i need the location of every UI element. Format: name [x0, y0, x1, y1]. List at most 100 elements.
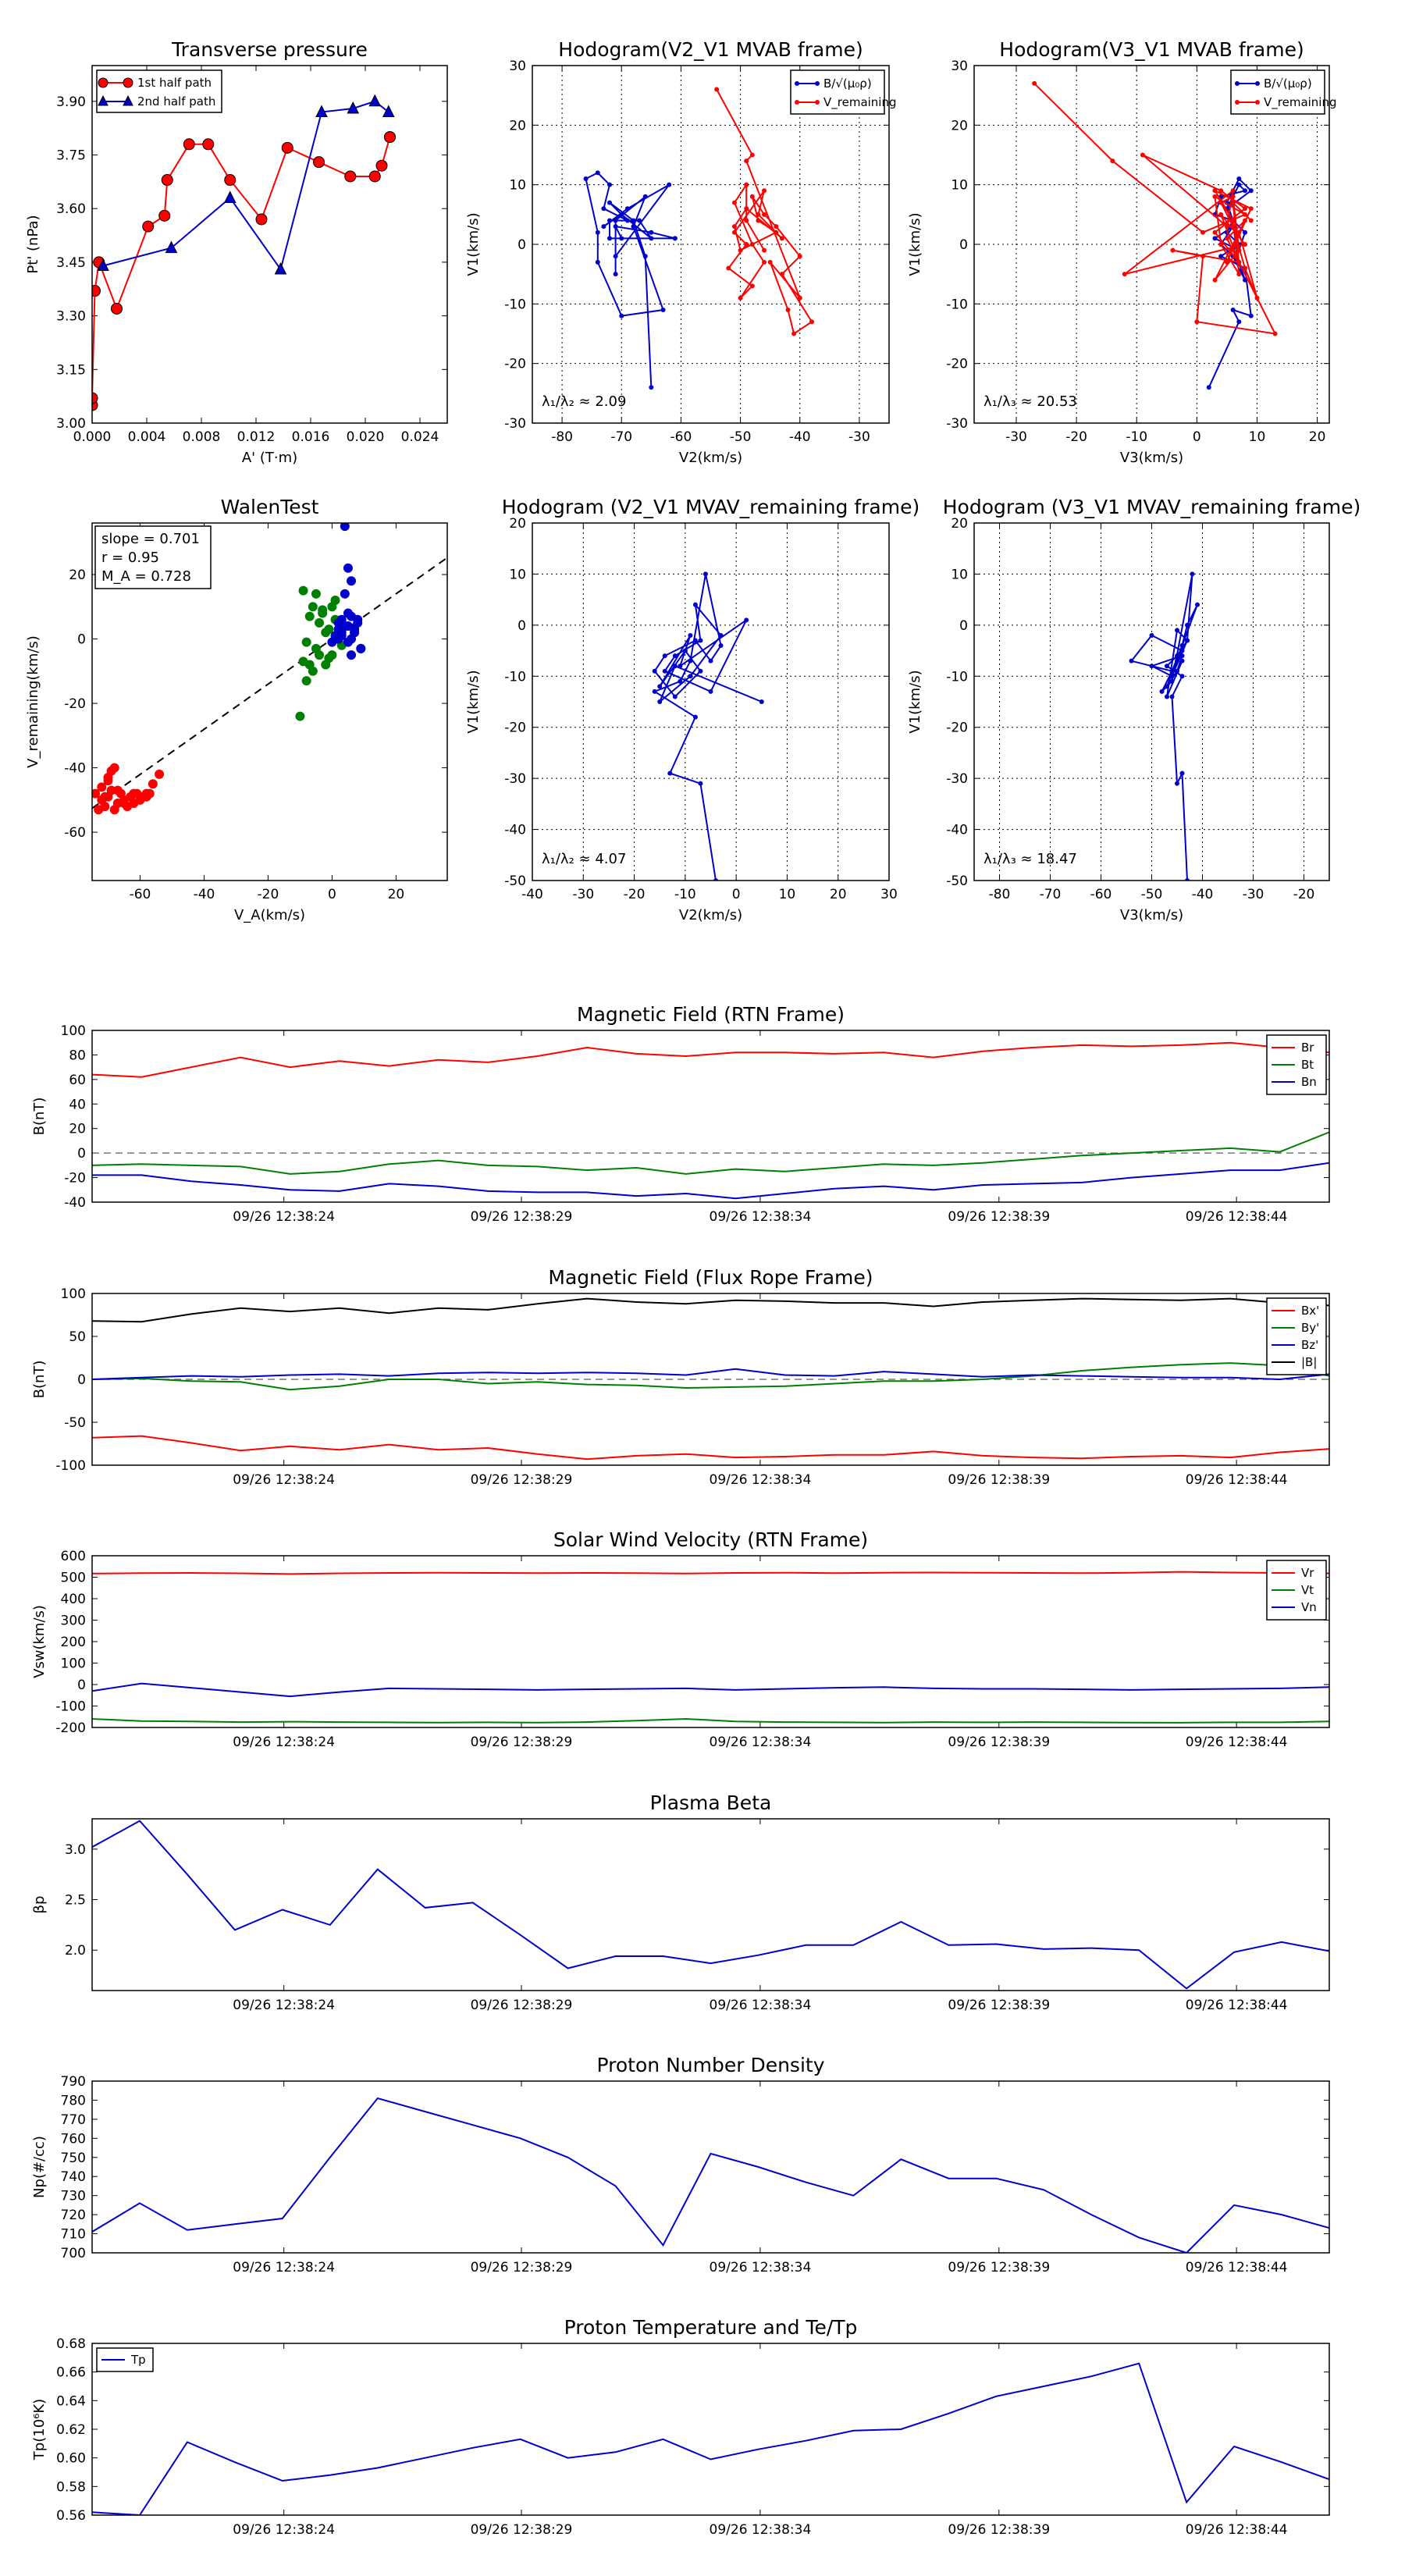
- legend-label: B/√(μ₀ρ): [823, 76, 872, 91]
- data-point: [1149, 664, 1154, 669]
- legend-marker: [98, 77, 108, 88]
- data-point: [749, 194, 755, 199]
- time-tick-label: 09/26 12:38:44: [1186, 2522, 1288, 2538]
- panel-data: [652, 571, 764, 881]
- series-line-Vt: [92, 1717, 1329, 1724]
- stats-box: [94, 525, 212, 589]
- data-point: [92, 788, 101, 799]
- y-tick-label: 300: [61, 1614, 86, 1629]
- panel-data: [1129, 571, 1200, 881]
- data-point: [1218, 254, 1224, 259]
- data-point: [343, 563, 353, 573]
- data-point: [129, 788, 139, 799]
- data-point: [301, 676, 311, 686]
- series-line-Bz': [92, 1368, 1329, 1381]
- time-tick-label: 09/26 12:38:34: [710, 2522, 812, 2538]
- data-point: [601, 224, 606, 229]
- series-line-Vn: [92, 1682, 1329, 1698]
- data-point: [382, 105, 395, 118]
- y-tick-label: 740: [61, 2169, 86, 2185]
- series-line-0: [1208, 177, 1253, 388]
- data-point: [744, 158, 749, 164]
- data-point: [298, 656, 308, 667]
- legend-marker: [795, 100, 799, 105]
- y-tick-label: 710: [61, 2227, 86, 2243]
- stats-line: M_A = 0.728: [101, 568, 191, 585]
- data-point: [1122, 272, 1127, 277]
- data-point: [731, 229, 737, 235]
- data-point: [624, 218, 630, 223]
- x-tick-label: 0.012: [237, 429, 276, 445]
- time-tick-label: 09/26 12:38:34: [710, 1472, 812, 1488]
- data-point: [313, 156, 325, 169]
- data-point: [672, 653, 678, 659]
- y-tick-label: 10: [951, 178, 968, 194]
- y-tick-label: 3.60: [56, 201, 86, 217]
- data-point: [613, 272, 618, 277]
- data-point: [92, 392, 98, 404]
- data-point: [744, 218, 749, 223]
- series-line-Br: [92, 1041, 1329, 1078]
- data-point: [109, 763, 119, 773]
- panel-title: Hodogram(V3_V1 MVAB frame): [999, 38, 1304, 61]
- x-tick-label: -10: [674, 887, 696, 902]
- x-tick-label: -50: [730, 429, 752, 445]
- data-point: [103, 776, 113, 786]
- y-tick-label: 30: [951, 59, 968, 74]
- y-tick-label: -40: [64, 1195, 86, 1211]
- legend-marker: [795, 81, 799, 86]
- data-point: [767, 259, 773, 265]
- data-point: [692, 714, 698, 720]
- data-point: [791, 331, 797, 336]
- data-point: [652, 688, 657, 694]
- series-line-Bt: [92, 1131, 1329, 1175]
- data-point: [148, 779, 158, 789]
- data-point: [1248, 218, 1254, 223]
- data-point: [738, 295, 743, 301]
- y-tick-label: 20: [951, 118, 968, 133]
- data-point: [183, 138, 195, 151]
- y-tick-label: 3.45: [56, 255, 86, 271]
- y-tick-label: -60: [64, 825, 86, 841]
- time-tick-label: 09/26 12:38:29: [471, 2260, 573, 2275]
- time-tick-label: 09/26 12:38:39: [948, 1472, 1050, 1488]
- y-tick-label: 2.0: [65, 1943, 86, 1959]
- panel-data: [92, 94, 396, 411]
- y-tick-label: 0: [77, 632, 86, 648]
- panel-frame: [91, 522, 448, 881]
- y-axis-label: Pt' (nPa): [25, 215, 41, 273]
- data-point: [613, 224, 618, 229]
- data-point: [298, 585, 308, 596]
- x-tick-label: -60: [130, 887, 151, 902]
- y-tick-label: -200: [55, 1720, 86, 1736]
- panel-frame: [91, 1818, 1330, 1991]
- x-axis-label: V3(km/s): [1120, 907, 1183, 923]
- legend-label: Bn: [1301, 1075, 1317, 1089]
- data-point: [1169, 678, 1175, 684]
- data-point: [744, 182, 749, 187]
- data-point: [1032, 80, 1037, 86]
- y-axis-label: Vsw(km/s): [31, 1605, 48, 1678]
- data-point: [1195, 602, 1200, 607]
- data-point: [375, 159, 388, 172]
- panel-frame: [91, 2343, 1330, 2516]
- data-point: [1218, 212, 1224, 217]
- y-axis-label: V1(km/s): [907, 670, 923, 733]
- data-point: [726, 265, 731, 271]
- data-point: [692, 638, 698, 643]
- data-point: [1243, 277, 1248, 283]
- data-point: [762, 188, 767, 194]
- y-tick-label: 3.00: [56, 416, 86, 432]
- legend-marker: [1255, 100, 1260, 105]
- y-tick-label: 0.68: [56, 2336, 86, 2352]
- data-point: [202, 138, 215, 151]
- timeseries-panel-10: Proton Number Density 700 710 720 730 740 750 7…: [31, 2054, 1330, 2275]
- y-tick-label: 0: [518, 618, 526, 634]
- y-tick-label: -50: [946, 873, 968, 889]
- legend-label: Br: [1301, 1041, 1314, 1055]
- data-point: [613, 254, 618, 259]
- time-tick-label: 09/26 12:38:29: [471, 1209, 573, 1225]
- panel-data: [92, 523, 447, 815]
- data-point: [311, 589, 321, 599]
- time-tick-label: 09/26 12:38:24: [233, 2260, 335, 2275]
